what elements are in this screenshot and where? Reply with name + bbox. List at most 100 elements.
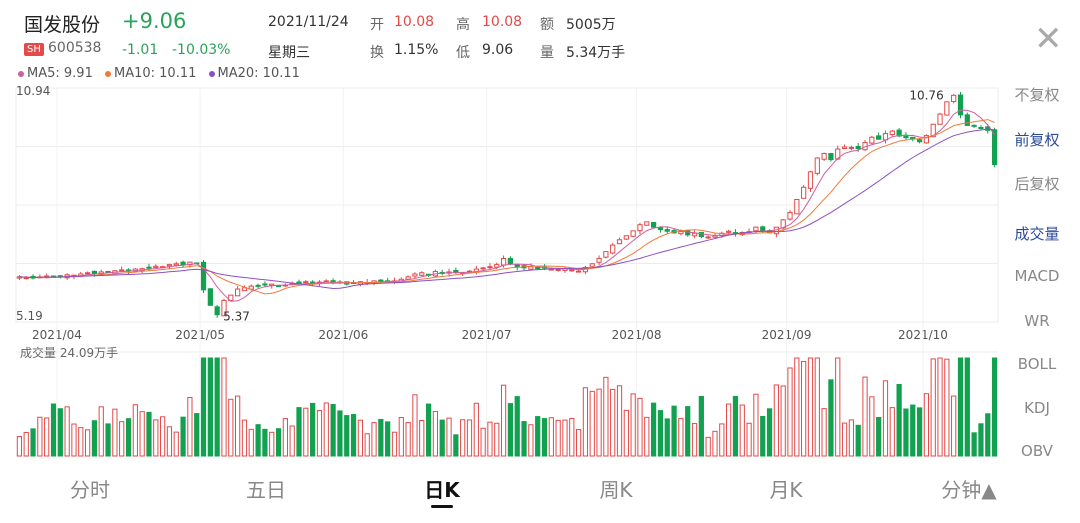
candle-body bbox=[841, 146, 848, 150]
turnover-value: 1.15% bbox=[394, 42, 439, 58]
candle-body bbox=[180, 261, 186, 266]
candle-body bbox=[971, 124, 977, 127]
volume-bar bbox=[732, 395, 739, 457]
volume-bar bbox=[644, 416, 650, 457]
candle-body bbox=[651, 221, 657, 228]
volume-bar bbox=[310, 402, 316, 457]
volume-bar bbox=[16, 436, 23, 457]
candle-body bbox=[991, 129, 998, 166]
sidebar-item-wr[interactable]: WR bbox=[1024, 312, 1050, 330]
sidebar-item-obv[interactable]: OBV bbox=[1021, 442, 1053, 460]
candle-body bbox=[896, 129, 902, 137]
volume-bar bbox=[991, 357, 998, 457]
candle-body bbox=[978, 126, 984, 129]
tab-intraday[interactable]: 分时 bbox=[70, 478, 110, 502]
volume-bar bbox=[507, 403, 514, 457]
exchange-badge: SH bbox=[24, 43, 44, 56]
candle-body bbox=[923, 135, 930, 144]
candle-body bbox=[801, 186, 807, 199]
volume-bar bbox=[616, 385, 623, 457]
stock-code-row: SH 600538 bbox=[24, 40, 101, 56]
volume-bar bbox=[528, 424, 534, 457]
trade-weekday: 星期三 bbox=[268, 45, 310, 61]
tab-weekly-k[interactable]: 周K bbox=[599, 478, 633, 502]
volume-bar bbox=[575, 429, 582, 457]
volume-bar bbox=[398, 417, 404, 457]
tab-five-day[interactable]: 五日 bbox=[246, 478, 286, 502]
volume-bar bbox=[651, 402, 657, 457]
volume-bar bbox=[814, 357, 820, 457]
volume-bar bbox=[125, 418, 132, 457]
ma20-legend: MA20: 10.11 bbox=[208, 66, 300, 81]
ma10-line bbox=[19, 119, 995, 295]
volume-bar bbox=[84, 429, 91, 457]
candle-body bbox=[589, 263, 595, 267]
candle-body bbox=[821, 153, 827, 160]
candle-body bbox=[882, 133, 889, 141]
volume-bar bbox=[330, 403, 336, 457]
volume-bar bbox=[282, 418, 288, 457]
open-label: 开 bbox=[370, 17, 384, 33]
volume-bar bbox=[698, 395, 704, 457]
candle-body bbox=[678, 231, 684, 235]
volume-bar bbox=[562, 419, 568, 457]
volume-bar bbox=[807, 357, 814, 457]
volume-bar bbox=[971, 432, 977, 457]
candle-body bbox=[119, 269, 125, 272]
volume-bar bbox=[500, 384, 507, 457]
volume-bar bbox=[480, 427, 486, 457]
candle-body bbox=[869, 136, 875, 144]
sidebar-item-backward-adjust[interactable]: 后复权 bbox=[1014, 175, 1060, 193]
candle-body bbox=[507, 257, 514, 265]
change-pct: -10.03% bbox=[172, 42, 231, 58]
sidebar-item-no-adjust[interactable]: 不复权 bbox=[1014, 86, 1060, 104]
high-label: 高 bbox=[456, 17, 470, 33]
volume-bar bbox=[944, 358, 950, 457]
candle-body bbox=[173, 263, 179, 266]
sidebar-item-boll[interactable]: BOLL bbox=[1017, 355, 1057, 373]
volume-bar bbox=[957, 357, 964, 457]
candle-body bbox=[705, 236, 711, 239]
volume-bar bbox=[153, 419, 159, 457]
ma5-legend: MA5: 9.91 bbox=[18, 66, 93, 81]
volume-bar bbox=[296, 407, 302, 457]
candle-body bbox=[91, 270, 98, 275]
volume-stat-label: 量 bbox=[540, 45, 554, 61]
sidebar-item-volume[interactable]: 成交量 bbox=[1014, 225, 1060, 243]
candle-body bbox=[623, 235, 629, 240]
volume-bar bbox=[132, 404, 138, 457]
tab-monthly-k[interactable]: 月K bbox=[769, 478, 803, 502]
volume-bar bbox=[173, 431, 179, 457]
volume-bar bbox=[937, 357, 943, 457]
close-icon[interactable]: ✕ bbox=[1034, 19, 1063, 59]
candle-body bbox=[296, 281, 302, 284]
candle-body bbox=[657, 226, 664, 231]
candle-body bbox=[535, 266, 541, 270]
open-value: 10.08 bbox=[394, 14, 435, 30]
volume-bar bbox=[610, 388, 616, 457]
volume-bar bbox=[146, 411, 152, 457]
sidebar-item-kdj[interactable]: KDJ bbox=[1024, 399, 1050, 417]
volume-bar bbox=[194, 413, 200, 457]
volume-bar bbox=[985, 413, 991, 457]
stock-code: 600538 bbox=[48, 40, 102, 56]
candle-body bbox=[241, 287, 248, 292]
tab-minute[interactable]: 分钟▲ bbox=[941, 478, 997, 502]
volume-bar bbox=[910, 404, 916, 457]
candle-body bbox=[303, 281, 309, 284]
tab-daily-k[interactable]: 日K bbox=[424, 478, 460, 502]
volume-bar bbox=[262, 428, 268, 457]
kline-chart[interactable]: 2021/04 2021/05 2021/06 2021/07 2021/08 2021/… bbox=[0, 0, 1000, 460]
stock-price-change: +9.06 bbox=[122, 9, 187, 33]
sidebar-item-forward-adjust[interactable]: 前复权 bbox=[1014, 131, 1060, 149]
candle-body bbox=[453, 269, 459, 273]
volume-bar bbox=[160, 416, 166, 457]
sidebar-item-macd[interactable]: MACD bbox=[1014, 267, 1060, 285]
candle-body bbox=[555, 269, 561, 272]
volume-bar bbox=[180, 416, 186, 457]
volume-bar bbox=[916, 407, 923, 457]
volume-bar bbox=[930, 358, 936, 457]
volume-bar bbox=[91, 420, 98, 457]
volume-bar bbox=[316, 410, 323, 457]
volume-bar bbox=[889, 407, 895, 457]
